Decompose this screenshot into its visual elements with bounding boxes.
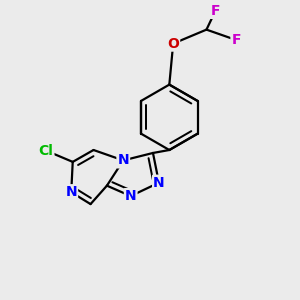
Text: F: F (231, 33, 241, 47)
Text: N: N (125, 189, 136, 203)
Text: Cl: Cl (38, 144, 53, 158)
Text: N: N (117, 153, 129, 167)
Text: O: O (167, 37, 179, 51)
Text: N: N (153, 176, 165, 190)
Text: N: N (65, 185, 77, 199)
Text: F: F (211, 4, 220, 18)
